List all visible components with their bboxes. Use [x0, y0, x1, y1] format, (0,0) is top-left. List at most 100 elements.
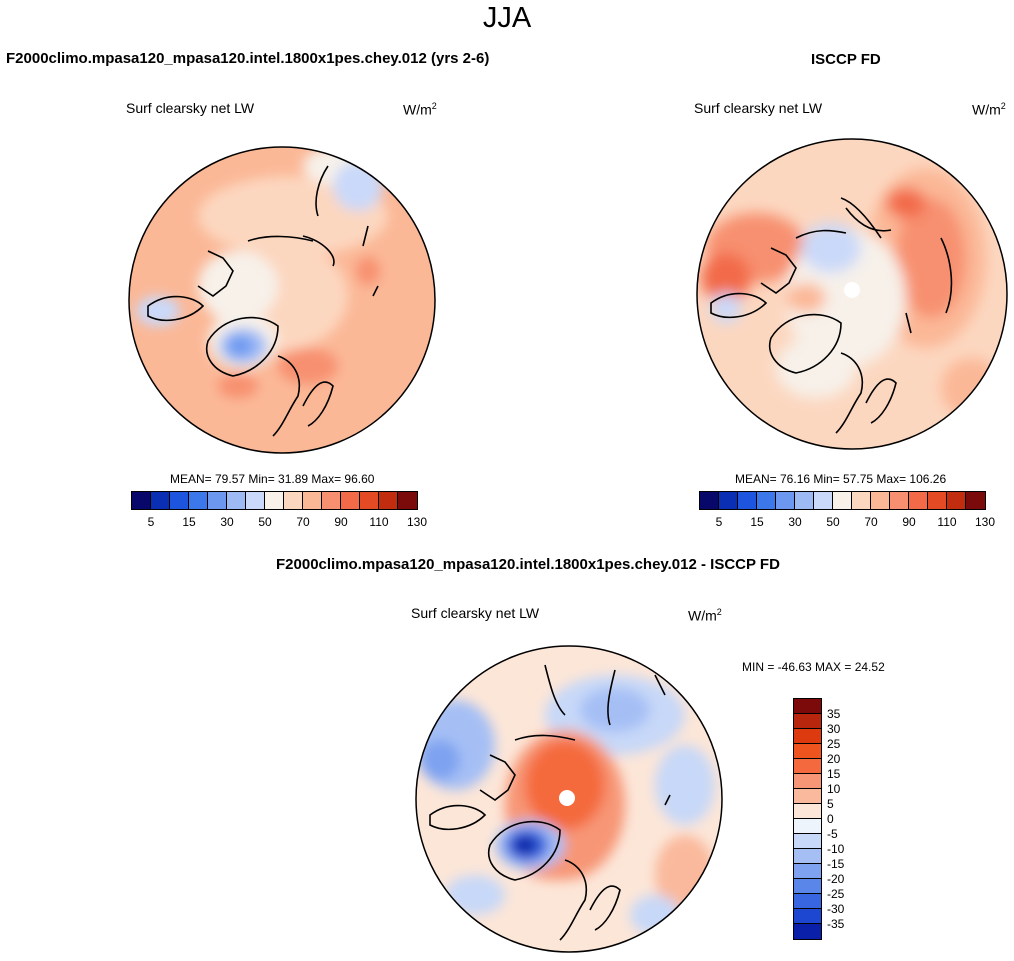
- colorbar-tick-label: 5: [827, 797, 834, 811]
- colorbar-tick-label: 90: [902, 515, 916, 529]
- colorbar-tick-label: 0: [827, 812, 834, 826]
- colorbar-swatch: [341, 492, 360, 509]
- colorbar-swatch: [794, 909, 821, 924]
- colorbar-tick-label: 30: [220, 515, 234, 529]
- colorbar-swatch: [795, 492, 814, 509]
- colorbar-tick-label: 70: [296, 515, 310, 529]
- diff-units: W/m2: [688, 607, 722, 624]
- diff-min-max: MIN = -46.63 MAX = 24.52: [742, 660, 885, 674]
- colorbar-tick-label: 15: [750, 515, 764, 529]
- colorbar-swatch: [794, 774, 821, 789]
- model-variable-label: Surf clearsky net LW: [126, 100, 255, 116]
- colorbar-swatch: [794, 759, 821, 774]
- colorbar-swatch: [814, 492, 833, 509]
- colorbar-swatch: [794, 894, 821, 909]
- colorbar-swatch: [284, 492, 303, 509]
- colorbar-tick-label: -35: [827, 917, 845, 931]
- obs-colorbar-labels: 5 15 30 50 70 90 110 130: [699, 515, 1004, 529]
- model-units: W/m2: [403, 101, 437, 118]
- colorbar-tick-label: 130: [406, 515, 428, 529]
- colorbar-tick-label: -15: [827, 857, 845, 871]
- colorbar-swatch: [227, 492, 246, 509]
- colorbar-swatch: [700, 492, 719, 509]
- colorbar-swatch: [890, 492, 909, 509]
- colorbar-tick-label: 50: [258, 515, 272, 529]
- colorbar-swatch: [928, 492, 947, 509]
- colorbar-swatch: [360, 492, 379, 509]
- colorbar-swatch: [738, 492, 757, 509]
- diff-field: [416, 646, 722, 952]
- colorbar-tick-label: -30: [827, 902, 845, 916]
- obs-stats: MEAN= 76.16 Min= 57.75 Max= 106.26: [735, 472, 947, 486]
- colorbar-swatch: [966, 492, 985, 509]
- colorbar-swatch: [794, 714, 821, 729]
- colorbar-swatch: [794, 879, 821, 894]
- model-stats: MEAN= 79.57 Min= 31.89 Max= 96.60: [170, 472, 375, 486]
- colorbar-swatch: [719, 492, 738, 509]
- colorbar-tick-label: -10: [827, 842, 845, 856]
- diff-panel-title: F2000climo.mpasa120_mpasa120.intel.1800x…: [276, 556, 780, 573]
- colorbar-swatch: [794, 789, 821, 804]
- colorbar-tick-label: 30: [788, 515, 802, 529]
- model-colorbar-labels: 5 15 30 50 70 90 110 130: [131, 515, 436, 529]
- colorbar-swatch: [794, 849, 821, 864]
- colorbar-tick-label: -25: [827, 887, 845, 901]
- model-panel-title: F2000climo.mpasa120_mpasa120.intel.1800x…: [6, 50, 490, 67]
- obs-coastlines: [710, 197, 953, 434]
- colorbar-swatch: [794, 924, 821, 939]
- colorbar-swatch: [151, 492, 170, 509]
- colorbar-swatch: [303, 492, 322, 509]
- colorbar-swatch: [132, 492, 151, 509]
- colorbar-swatch: [776, 492, 795, 509]
- colorbar-swatch: [947, 492, 966, 509]
- colorbar-swatch: [757, 492, 776, 509]
- obs-units: W/m2: [972, 101, 1006, 118]
- obs-field: [697, 139, 1007, 449]
- colorbar-swatch: [208, 492, 227, 509]
- obs-colorbar: [699, 491, 986, 510]
- colorbar-swatch: [833, 492, 852, 509]
- obs-polar-map: [696, 138, 1008, 450]
- colorbar-swatch: [871, 492, 890, 509]
- colorbar-tick-label: 35: [827, 707, 841, 721]
- diff-variable-label: Surf clearsky net LW: [411, 605, 540, 621]
- colorbar-swatch: [322, 492, 341, 509]
- colorbar-tick-label: 15: [182, 515, 196, 529]
- model-colorbar: [131, 491, 418, 510]
- colorbar-swatch: [852, 492, 871, 509]
- colorbar-tick-label: 90: [334, 515, 348, 529]
- colorbar-tick-label: 30: [827, 722, 841, 736]
- model-coastlines: [147, 165, 379, 437]
- diff-polar-map: [415, 645, 723, 953]
- model-field: [129, 147, 435, 453]
- colorbar-tick-label: 15: [827, 767, 841, 781]
- colorbar-tick-label: 110: [369, 515, 389, 529]
- colorbar-swatch: [794, 744, 821, 759]
- colorbar-tick-label: 10: [827, 782, 841, 796]
- colorbar-swatch: [398, 492, 417, 509]
- diff-colorbar: [793, 698, 822, 940]
- colorbar-tick-label: 110: [937, 515, 957, 529]
- colorbar-tick-label: 5: [715, 515, 723, 529]
- obs-variable-label: Surf clearsky net LW: [694, 100, 823, 116]
- colorbar-tick-label: 50: [826, 515, 840, 529]
- colorbar-tick-label: -20: [827, 872, 845, 886]
- colorbar-swatch: [246, 492, 265, 509]
- colorbar-swatch: [379, 492, 398, 509]
- colorbar-swatch: [794, 864, 821, 879]
- colorbar-swatch: [794, 804, 821, 819]
- colorbar-swatch: [794, 819, 821, 834]
- model-polar-map: [128, 146, 436, 454]
- colorbar-swatch: [170, 492, 189, 509]
- colorbar-tick-label: 70: [864, 515, 878, 529]
- colorbar-tick-label: -5: [827, 827, 838, 841]
- colorbar-swatch: [265, 492, 284, 509]
- colorbar-tick-label: 130: [974, 515, 996, 529]
- figure-title: JJA: [482, 2, 532, 34]
- colorbar-tick-label: 20: [827, 752, 841, 766]
- colorbar-swatch: [189, 492, 208, 509]
- colorbar-swatch: [794, 834, 821, 849]
- diff-coastlines: [429, 664, 671, 941]
- colorbar-swatch: [794, 729, 821, 744]
- colorbar-tick-label: 5: [147, 515, 155, 529]
